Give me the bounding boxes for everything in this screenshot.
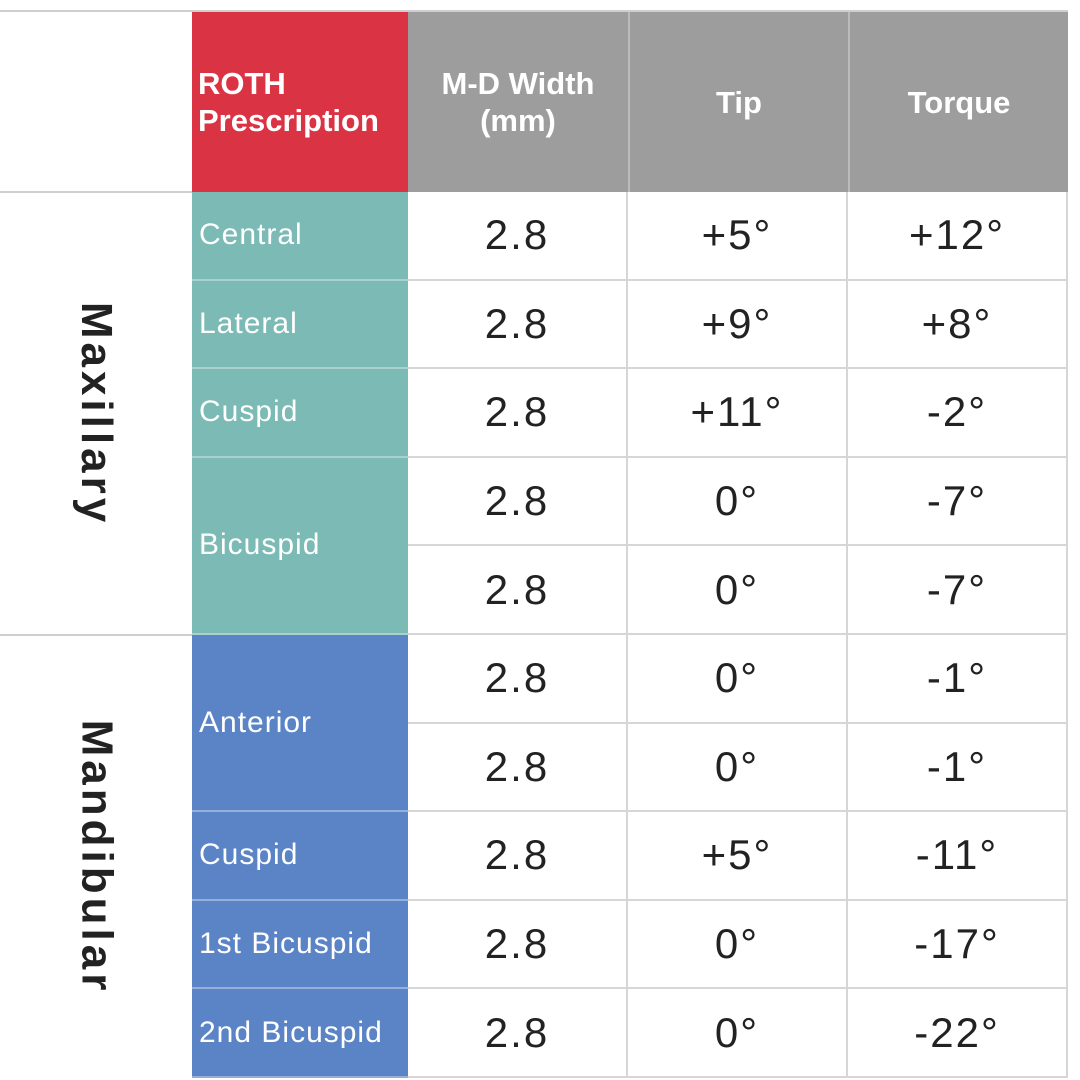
- value-cell: 0°: [628, 457, 848, 547]
- value-cell: 2.8: [408, 635, 628, 724]
- rule: [0, 191, 192, 193]
- value-cell: -11°: [848, 812, 1068, 901]
- value-cell: 2.8: [408, 280, 628, 370]
- rule: [0, 634, 192, 636]
- value-cell: 0°: [628, 635, 848, 724]
- group-label: Mandibular: [72, 719, 121, 994]
- rule: [0, 10, 1068, 12]
- tooth-cell: Cuspid: [192, 369, 408, 458]
- header-cell: M-D Width (mm): [408, 12, 628, 192]
- value-cell: -1°: [848, 723, 1068, 813]
- value-cell: 2.8: [408, 900, 628, 990]
- value-cell: 2.8: [408, 989, 628, 1078]
- value-cell: +11°: [628, 369, 848, 458]
- value-cell: 2.8: [408, 457, 628, 547]
- group-cell: Mandibular: [0, 635, 192, 1078]
- group-label: Maxillary: [72, 301, 121, 526]
- tooth-cell: Lateral: [192, 280, 408, 370]
- value-cell: +8°: [848, 280, 1068, 370]
- value-cell: 0°: [628, 989, 848, 1078]
- value-cell: -7°: [848, 546, 1068, 635]
- header-cell: Torque: [848, 12, 1068, 192]
- tooth-cell: 1st Bicuspid: [192, 900, 408, 990]
- value-cell: 2.8: [408, 723, 628, 813]
- tooth-cell: Bicuspid: [192, 457, 408, 635]
- value-cell: +9°: [628, 280, 848, 370]
- header-cell: ROTH Prescription: [192, 12, 408, 192]
- value-cell: 2.8: [408, 812, 628, 901]
- value-cell: +12°: [848, 192, 1068, 281]
- tooth-cell: Cuspid: [192, 812, 408, 901]
- value-cell: 0°: [628, 723, 848, 813]
- value-cell: +5°: [628, 192, 848, 281]
- value-cell: 2.8: [408, 369, 628, 458]
- value-cell: 2.8: [408, 546, 628, 635]
- group-cell: Maxillary: [0, 192, 192, 635]
- header-cell: Tip: [628, 12, 848, 192]
- value-cell: 2.8: [408, 192, 628, 281]
- value-cell: -7°: [848, 457, 1068, 547]
- value-cell: -1°: [848, 635, 1068, 724]
- tooth-cell: Anterior: [192, 635, 408, 813]
- tooth-cell: Central: [192, 192, 408, 281]
- value-cell: 0°: [628, 900, 848, 990]
- tooth-cell: 2nd Bicuspid: [192, 989, 408, 1078]
- value-cell: -2°: [848, 369, 1068, 458]
- value-cell: 0°: [628, 546, 848, 635]
- value-cell: -22°: [848, 989, 1068, 1078]
- value-cell: -17°: [848, 900, 1068, 990]
- value-cell: +5°: [628, 812, 848, 901]
